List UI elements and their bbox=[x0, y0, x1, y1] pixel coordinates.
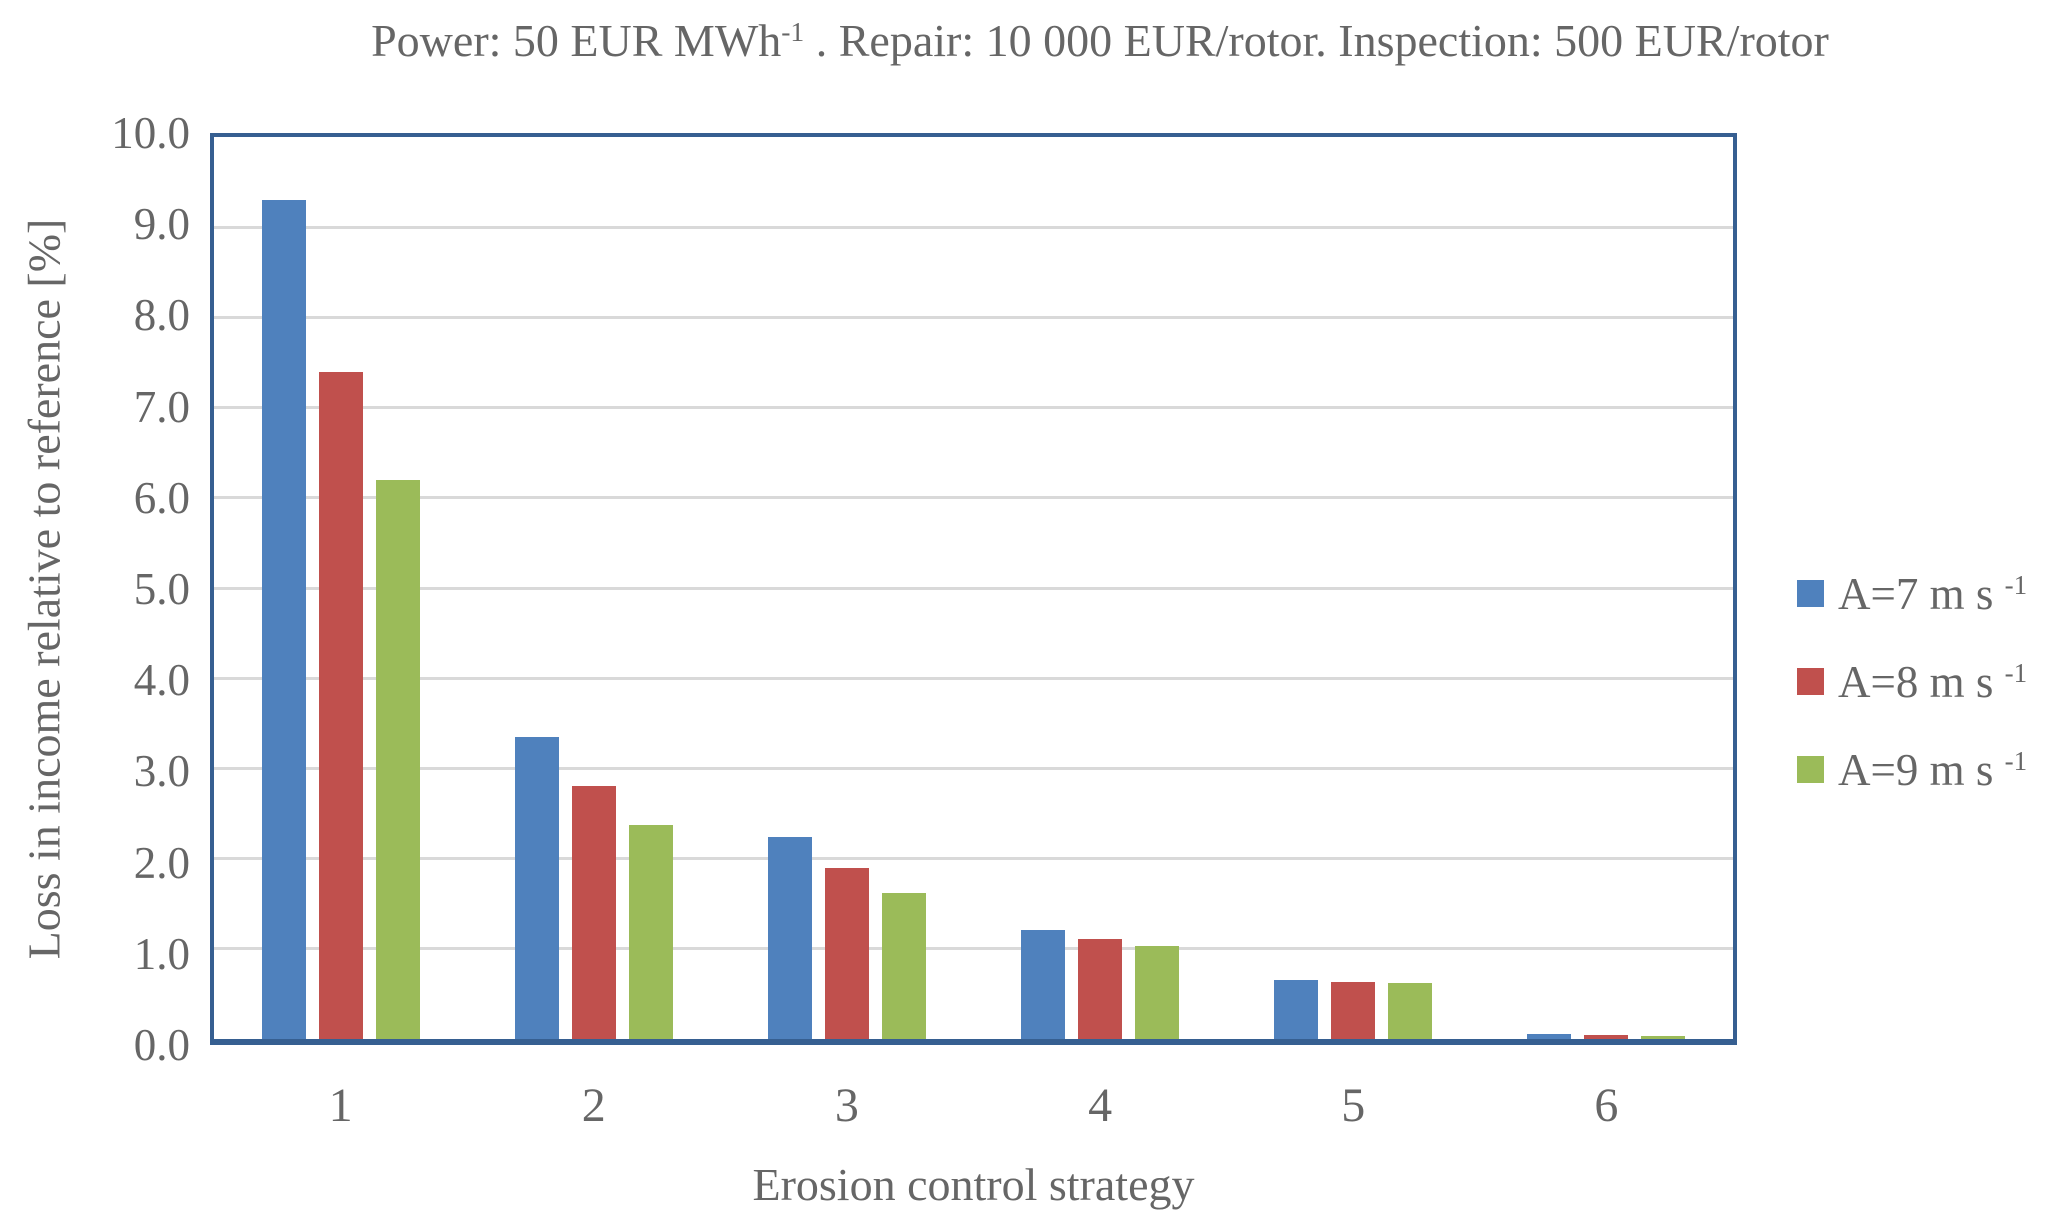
gridline-4 bbox=[214, 676, 1733, 680]
y-tick-0.0: 0.0 bbox=[133, 1020, 190, 1070]
text-run: A=7 m s bbox=[1838, 569, 2005, 619]
text-run: A=9 m s bbox=[1838, 745, 2005, 795]
bar-a7-strategy-2 bbox=[514, 736, 559, 1039]
text-run: A=8 m s bbox=[1838, 657, 2005, 707]
gridline-1 bbox=[214, 947, 1733, 951]
bar-a7-strategy-4 bbox=[1021, 929, 1066, 1039]
gridline-2 bbox=[214, 857, 1733, 861]
bar-a7-strategy-5 bbox=[1274, 980, 1319, 1039]
x-tick-1: 1 bbox=[328, 1079, 353, 1132]
bar-a9-strategy-5 bbox=[1388, 983, 1433, 1039]
y-tick-6.0: 6.0 bbox=[133, 472, 190, 523]
bar-a8-strategy-2 bbox=[571, 786, 616, 1039]
legend-item-a9: A=9 m s -1 bbox=[1797, 742, 2027, 804]
superscript: -1 bbox=[2004, 746, 2028, 777]
x-tick-6: 6 bbox=[1594, 1079, 1619, 1132]
bar-a8-strategy-5 bbox=[1331, 982, 1376, 1039]
x-tick-3: 3 bbox=[834, 1079, 859, 1132]
legend-label-a9: A=9 m s -1 bbox=[1838, 742, 2027, 804]
legend-label-a7: A=7 m s -1 bbox=[1838, 566, 2027, 628]
y-tick-2.0: 2.0 bbox=[133, 837, 190, 888]
x-tick-2: 2 bbox=[581, 1079, 606, 1132]
bar-a9-strategy-3 bbox=[881, 892, 926, 1039]
legend-label-a8: A=8 m s -1 bbox=[1838, 654, 2027, 716]
bar-a8-strategy-4 bbox=[1078, 938, 1123, 1039]
legend-swatch-a7 bbox=[1797, 580, 1824, 607]
superscript: -1 bbox=[781, 15, 805, 47]
y-tick-10.0: 10.0 bbox=[111, 108, 190, 158]
text-run: . Repair: 10 000 EUR/rotor. Inspection: … bbox=[804, 15, 1829, 66]
superscript: -1 bbox=[2004, 570, 2028, 601]
gridline-5 bbox=[214, 586, 1733, 590]
legend-item-a8: A=8 m s -1 bbox=[1797, 654, 2027, 716]
gridline-6 bbox=[214, 496, 1733, 500]
y-tick-1.0: 1.0 bbox=[133, 928, 190, 979]
gridline-7 bbox=[214, 406, 1733, 410]
x-tick-4: 4 bbox=[1088, 1079, 1113, 1132]
bar-a8-strategy-1 bbox=[318, 371, 363, 1039]
plot-area bbox=[210, 133, 1737, 1045]
legend-swatch-a8 bbox=[1797, 668, 1824, 695]
bar-a9-strategy-4 bbox=[1135, 946, 1180, 1039]
gridline-3 bbox=[214, 766, 1733, 770]
y-tick-9.0: 9.0 bbox=[133, 199, 190, 250]
x-tick-5: 5 bbox=[1341, 1079, 1366, 1132]
y-tick-7.0: 7.0 bbox=[133, 381, 190, 432]
bar-a8-strategy-3 bbox=[824, 867, 869, 1039]
gridline-9 bbox=[214, 225, 1733, 229]
bar-a8-strategy-6 bbox=[1584, 1035, 1629, 1039]
gridline-8 bbox=[214, 315, 1733, 319]
y-tick-8.0: 8.0 bbox=[133, 290, 190, 341]
text-run: Power: 50 EUR MWh bbox=[371, 15, 782, 66]
chart-title: Power: 50 EUR MWh-1 . Repair: 10 000 EUR… bbox=[140, 14, 2060, 67]
y-tick-4.0: 4.0 bbox=[133, 655, 190, 706]
legend-swatch-a9 bbox=[1797, 756, 1824, 783]
bar-a9-strategy-2 bbox=[628, 825, 673, 1039]
y-tick-5.0: 5.0 bbox=[133, 564, 190, 614]
y-tick-3.0: 3.0 bbox=[133, 746, 190, 797]
bar-a7-strategy-1 bbox=[261, 200, 306, 1039]
bar-a7-strategy-6 bbox=[1527, 1033, 1572, 1039]
bar-a7-strategy-3 bbox=[767, 836, 812, 1039]
bar-a9-strategy-1 bbox=[375, 479, 420, 1039]
legend-item-a7: A=7 m s -1 bbox=[1797, 566, 2027, 628]
bar-a9-strategy-6 bbox=[1641, 1036, 1686, 1039]
x-axis-title: Erosion control strategy bbox=[752, 1159, 1195, 1210]
superscript: -1 bbox=[2004, 658, 2028, 689]
